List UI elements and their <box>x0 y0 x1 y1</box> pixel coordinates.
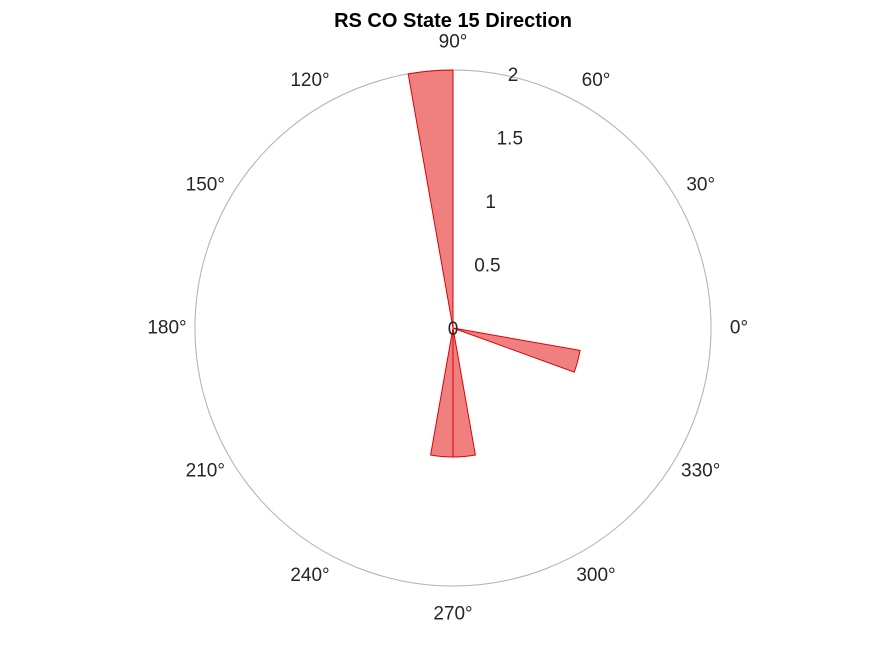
histogram-bar-3 <box>452 327 581 373</box>
theta-tick-label-180: 180° <box>147 318 186 339</box>
polar-plot-area: 0° 30° 60° 90° 120° 150° 180° 210° 240° 270° 300° 3… <box>147 32 748 625</box>
theta-tick-label-210: 210° <box>186 461 225 482</box>
theta-tick-label-30: 30° <box>686 175 715 196</box>
theta-tick-label-120: 120° <box>290 70 329 91</box>
theta-tick-label-90: 90° <box>439 32 468 53</box>
theta-tick-label-150: 150° <box>186 175 225 196</box>
theta-tick-label-240: 240° <box>290 565 329 586</box>
theta-tick-label-60: 60° <box>582 70 611 91</box>
r-tick-label-3: 1.5 <box>497 128 523 149</box>
theta-tick-label-330: 330° <box>681 461 720 482</box>
r-tick-label-4: 2 <box>508 65 519 86</box>
histogram-bar-0 <box>407 69 454 329</box>
r-tick-label-2: 1 <box>485 192 496 213</box>
r-tick-label-1: 0.5 <box>474 255 500 276</box>
theta-tick-label-270: 270° <box>433 604 472 625</box>
theta-tick-label-0: 0° <box>730 318 748 339</box>
r-tick-label-0: 0 <box>448 319 459 340</box>
theta-tick-label-300: 300° <box>576 565 615 586</box>
chart-title: RS CO State 15 Direction <box>334 10 572 32</box>
histogram-bar-2 <box>452 327 476 458</box>
